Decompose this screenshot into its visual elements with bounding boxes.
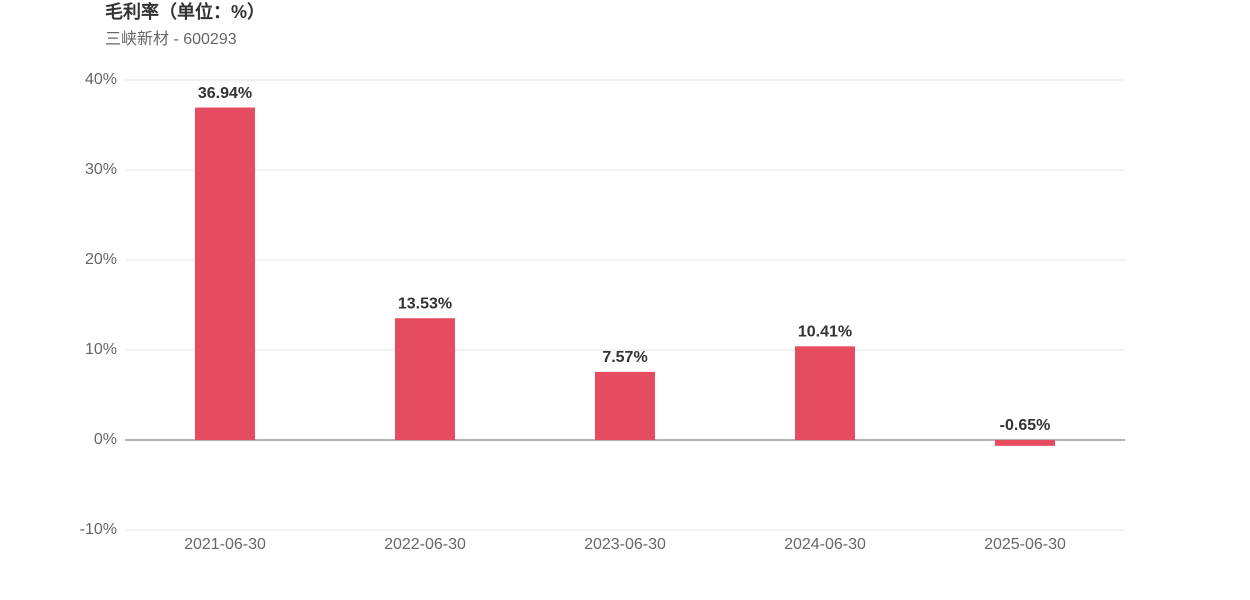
y-tick-label: -10% bbox=[80, 521, 117, 538]
x-tick-label: 2025-06-30 bbox=[984, 536, 1066, 553]
value-label: 7.57% bbox=[602, 349, 647, 366]
value-label: -0.65% bbox=[1000, 417, 1051, 434]
value-label: 36.94% bbox=[198, 85, 252, 102]
bar bbox=[995, 440, 1055, 446]
y-tick-label: 0% bbox=[94, 431, 117, 448]
chart-subtitle: 三峡新材 - 600293 bbox=[105, 30, 237, 48]
y-tick-label: 40% bbox=[85, 71, 117, 88]
x-tick-label: 2024-06-30 bbox=[784, 536, 866, 553]
x-tick-label: 2021-06-30 bbox=[184, 536, 266, 553]
value-label: 13.53% bbox=[398, 295, 452, 312]
y-tick-label: 10% bbox=[85, 341, 117, 358]
x-tick-label: 2022-06-30 bbox=[384, 536, 466, 553]
bar bbox=[595, 371, 655, 440]
chart-title: 毛利率（单位：%） bbox=[105, 1, 265, 22]
value-label: 10.41% bbox=[798, 324, 852, 341]
bar bbox=[195, 107, 255, 440]
y-tick-label: 30% bbox=[85, 161, 117, 178]
bar bbox=[795, 346, 855, 440]
y-tick-label: 20% bbox=[85, 251, 117, 268]
x-tick-label: 2023-06-30 bbox=[584, 536, 666, 553]
bar bbox=[395, 318, 455, 440]
